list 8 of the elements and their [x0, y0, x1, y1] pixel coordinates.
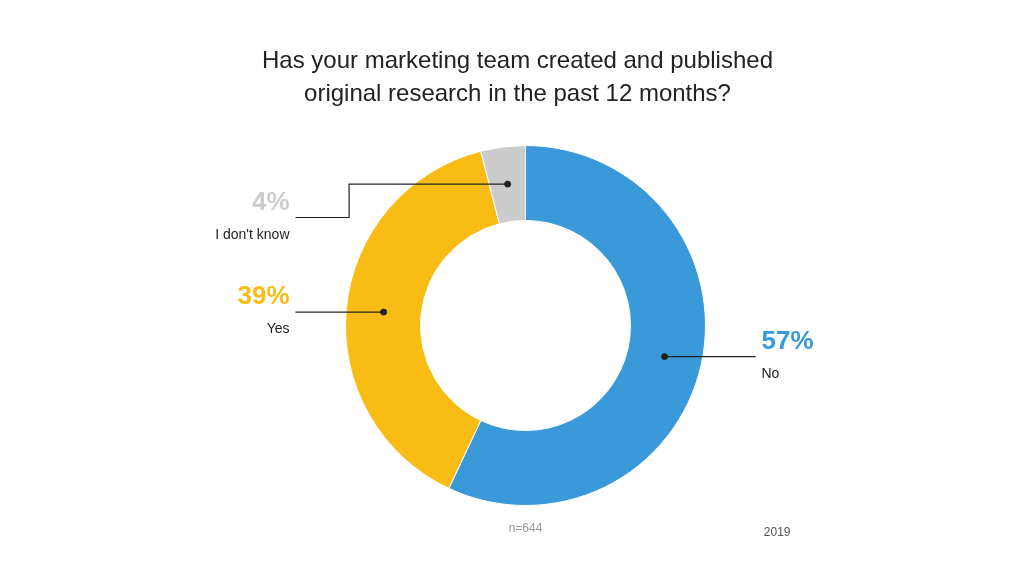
slice-label: No — [761, 364, 780, 381]
chart-title: Has your marketing team created and published original research in the past 12 months? — [262, 45, 773, 107]
text: 2019 — [763, 525, 791, 539]
slice-label: I don't know — [215, 225, 291, 242]
slice-label: Yes — [266, 320, 290, 337]
data-label: 57% — [761, 324, 814, 355]
text: n=644 — [508, 520, 543, 535]
data-label: 39% — [237, 280, 290, 311]
